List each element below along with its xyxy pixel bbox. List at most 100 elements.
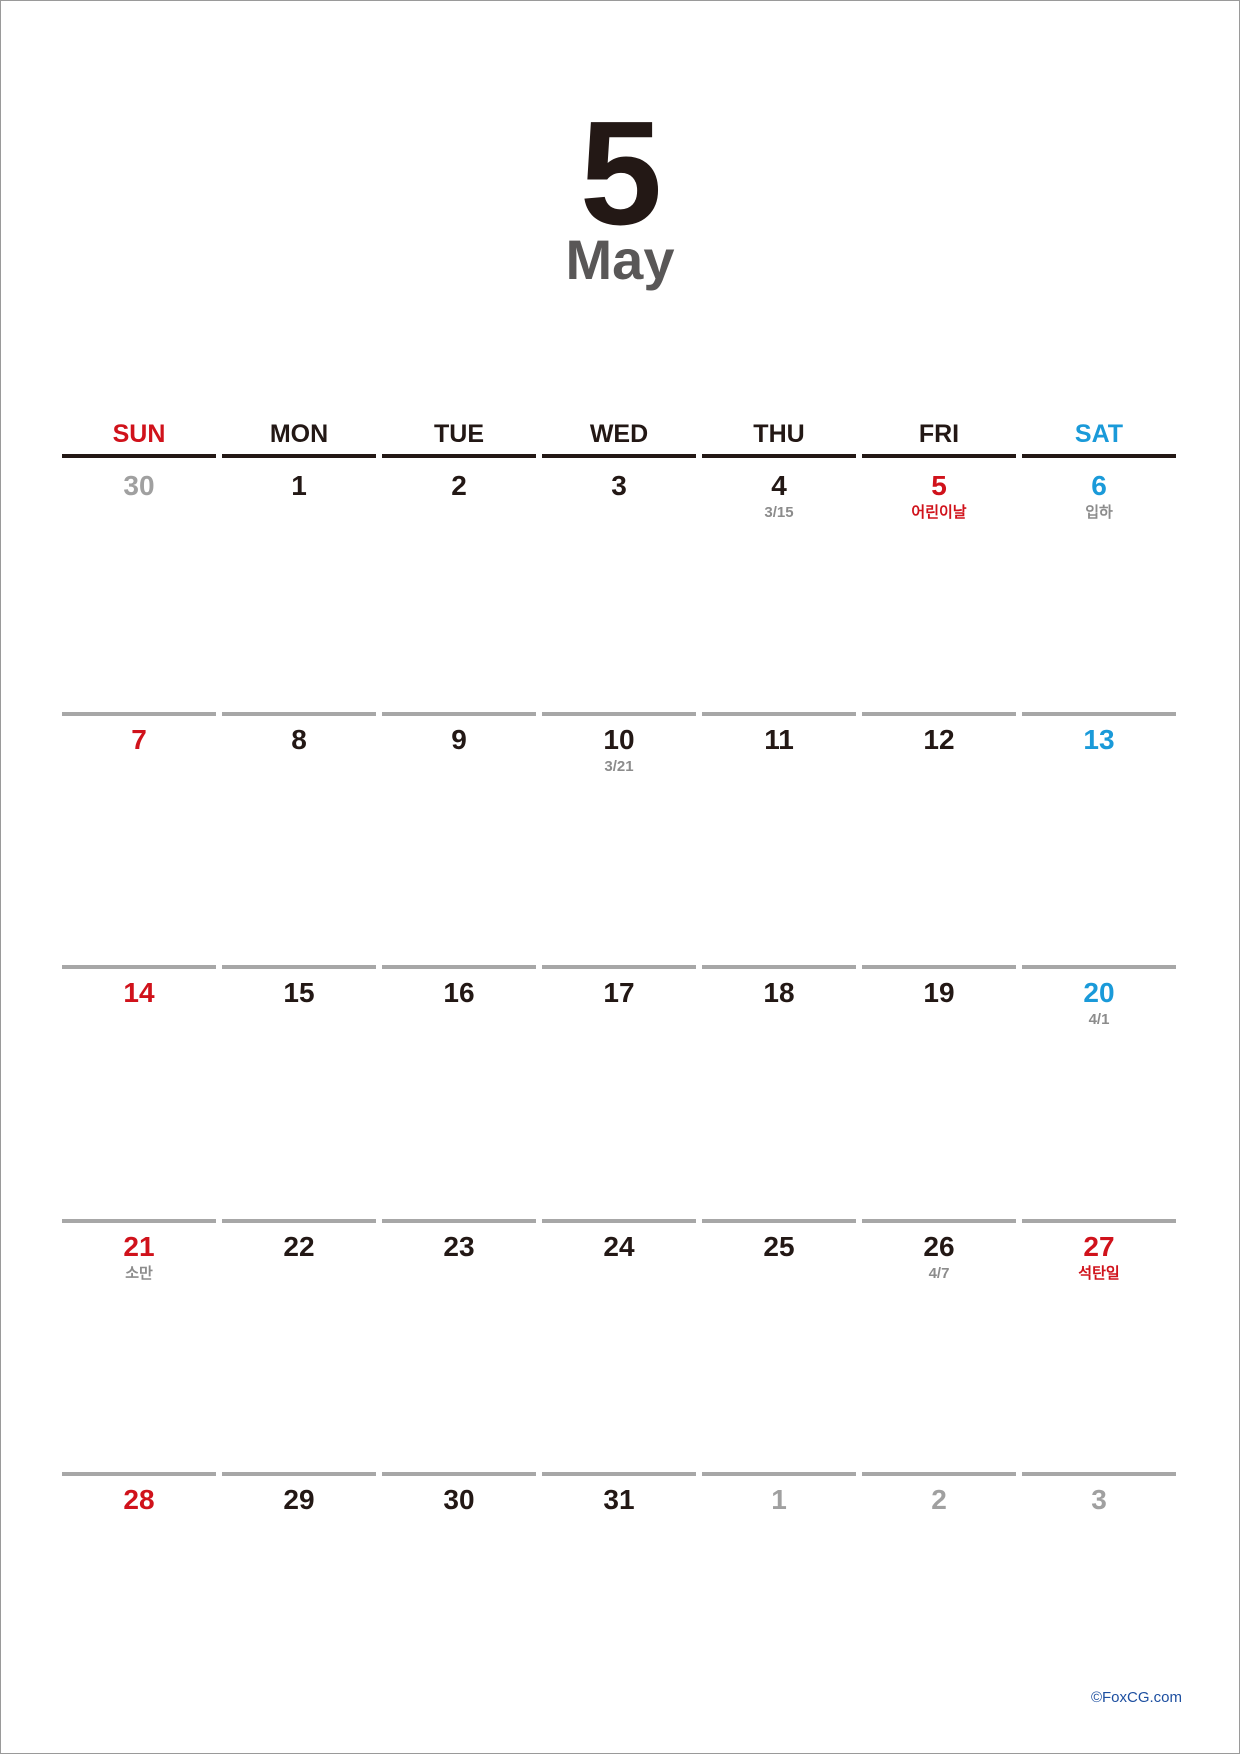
day-number: 6 [1091,470,1107,501]
copyright-text: ©FoxCG.com [1090,1689,1182,1706]
day-number: 1 [771,1484,787,1515]
week-rule [382,1472,536,1476]
day-number: 23 [443,1230,475,1262]
weekday-rule [702,454,856,458]
day-number: 1 [291,470,307,501]
weekday-thu: THU [702,418,856,458]
week-rule [222,711,376,716]
day-cell: 19 [862,965,1016,1218]
day-number: 27 [1083,1230,1115,1262]
day-cell: 26 4/7 [862,1218,1016,1472]
day-note: 4/1 [1088,1011,1110,1028]
week-rule [62,1218,216,1223]
week-rule [862,1218,1016,1223]
day-cell: 2 [862,1472,1016,1725]
day-number: 7 [131,723,147,755]
day-number: 2 [451,470,467,501]
day-cell: 2 [382,458,536,711]
day-number: 29 [283,1484,315,1515]
day-number: 28 [123,1484,155,1515]
day-cell: 30 [382,1472,536,1725]
weekday-label: SUN [112,420,166,448]
day-cell: 23 [382,1218,536,1472]
weekday-rule [1022,454,1176,458]
day-cell: 16 [382,965,536,1218]
weekday-label: TUE [434,420,484,448]
day-cell: 10 3/21 [542,711,696,965]
week-rule [1022,1218,1176,1223]
week-rule [862,965,1016,969]
day-cell: 1 [222,458,376,711]
day-cell: 24 [542,1218,696,1472]
week-rule [542,965,696,969]
weekday-mon: MON [222,418,376,458]
day-number: 24 [603,1230,635,1262]
week-rule [382,1218,536,1223]
week-rule [222,1472,376,1476]
week-rule [382,711,536,716]
weekday-header-row: SUN MON TUE WED THU FRI SAT [62,418,1178,458]
weekday-rule [862,454,1016,458]
day-number: 11 [764,723,794,755]
weekday-label: FRI [918,420,960,448]
weekday-rule [62,454,216,458]
week-rule [62,965,216,969]
day-cell: 3 [542,458,696,711]
day-cell: 18 [702,965,856,1218]
day-note: 4/7 [928,1264,950,1282]
day-cell: 4 3/15 [702,458,856,711]
day-note: 3/15 [764,504,794,521]
weekday-sun: SUN [62,418,216,458]
day-cell: 31 [542,1472,696,1725]
day-number: 14 [123,977,155,1008]
weekday-label: MON [269,420,329,448]
weekday-rule [382,454,536,458]
day-note: 소만 [125,1264,153,1282]
day-number: 30 [443,1484,475,1515]
day-note: 입하 [1085,504,1113,521]
day-number: 4 [771,470,787,501]
week-rule [702,965,856,969]
day-number: 25 [763,1230,795,1262]
week-rule [542,1218,696,1223]
day-cell: 25 [702,1218,856,1472]
month-number: 5 [579,91,662,256]
week-rule [1022,965,1176,969]
day-cell: 15 [222,965,376,1218]
day-cell: 30 [62,458,216,711]
day-number: 20 [1083,977,1115,1008]
week-rule [542,1472,696,1476]
week-rule [702,711,856,716]
day-number: 18 [763,977,795,1008]
weekday-tue: TUE [382,418,536,458]
day-number: 19 [923,977,955,1008]
day-number: 13 [1083,723,1115,755]
day-number: 26 [923,1230,955,1262]
weekday-label: THU [753,420,805,448]
day-note: 석탄일 [1078,1264,1120,1282]
week-rule [222,1218,376,1223]
weekday-sat: SAT [1022,418,1176,458]
day-cell: 5 어린이날 [862,458,1016,711]
weekday-rule [542,454,696,458]
day-cell: 12 [862,711,1016,965]
day-cell: 8 [222,711,376,965]
day-cell: 27 석탄일 [1022,1218,1176,1472]
day-cell: 17 [542,965,696,1218]
day-number: 8 [291,723,307,755]
weekday-label: SAT [1074,420,1124,448]
day-number: 2 [931,1484,947,1515]
day-number: 5 [931,470,947,501]
day-cell: 22 [222,1218,376,1472]
day-number: 16 [443,977,475,1008]
day-number: 31 [603,1484,635,1515]
week-rule [862,711,1016,716]
week-rule [222,965,376,969]
day-cell: 3 [1022,1472,1176,1725]
day-number: 9 [451,723,467,755]
week-rule [1022,1472,1176,1476]
day-number: 3 [611,470,627,501]
day-cell: 20 4/1 [1022,965,1176,1218]
day-cell: 13 [1022,711,1176,965]
week-rule [702,1472,856,1476]
